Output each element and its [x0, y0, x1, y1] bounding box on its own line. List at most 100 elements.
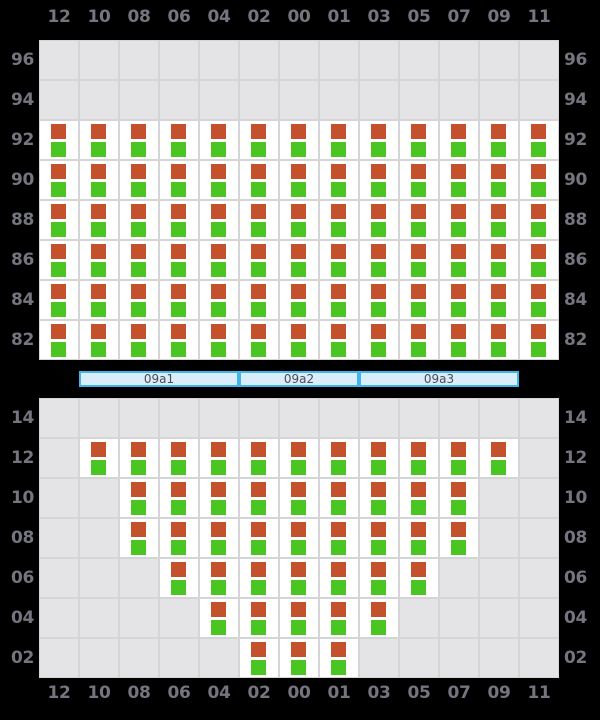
container-slot[interactable]: [240, 519, 278, 557]
container-slot[interactable]: [280, 321, 318, 359]
container-slot[interactable]: [320, 161, 358, 199]
container-slot[interactable]: [280, 241, 318, 279]
container-slot[interactable]: [400, 281, 438, 319]
container-slot[interactable]: [280, 281, 318, 319]
container-slot[interactable]: [400, 439, 438, 477]
container-slot[interactable]: [520, 241, 558, 279]
container-slot[interactable]: [160, 281, 198, 319]
container-slot[interactable]: [440, 519, 478, 557]
container-slot[interactable]: [400, 241, 438, 279]
container-slot[interactable]: [120, 281, 158, 319]
container-slot[interactable]: [40, 161, 78, 199]
container-slot[interactable]: [320, 479, 358, 517]
container-slot[interactable]: [80, 121, 118, 159]
container-slot[interactable]: [320, 519, 358, 557]
container-slot[interactable]: [200, 439, 238, 477]
container-slot[interactable]: [120, 161, 158, 199]
container-slot[interactable]: [440, 479, 478, 517]
container-slot[interactable]: [120, 121, 158, 159]
container-slot[interactable]: [200, 321, 238, 359]
container-slot[interactable]: [360, 321, 398, 359]
container-slot[interactable]: [200, 241, 238, 279]
container-slot[interactable]: [360, 201, 398, 239]
container-slot[interactable]: [40, 201, 78, 239]
container-slot[interactable]: [40, 321, 78, 359]
container-slot[interactable]: [200, 161, 238, 199]
container-slot[interactable]: [240, 479, 278, 517]
container-slot[interactable]: [280, 599, 318, 637]
container-slot[interactable]: [400, 201, 438, 239]
container-slot[interactable]: [320, 201, 358, 239]
container-slot[interactable]: [120, 479, 158, 517]
container-slot[interactable]: [120, 241, 158, 279]
container-slot[interactable]: [320, 321, 358, 359]
container-slot[interactable]: [400, 479, 438, 517]
container-slot[interactable]: [40, 241, 78, 279]
container-slot[interactable]: [400, 321, 438, 359]
container-slot[interactable]: [320, 241, 358, 279]
container-slot[interactable]: [240, 559, 278, 597]
container-slot[interactable]: [360, 479, 398, 517]
container-slot[interactable]: [320, 639, 358, 677]
container-slot[interactable]: [120, 321, 158, 359]
container-slot[interactable]: [440, 121, 478, 159]
container-slot[interactable]: [360, 161, 398, 199]
container-slot[interactable]: [320, 281, 358, 319]
container-slot[interactable]: [160, 121, 198, 159]
container-slot[interactable]: [80, 201, 118, 239]
container-slot[interactable]: [280, 559, 318, 597]
container-slot[interactable]: [200, 479, 238, 517]
container-slot[interactable]: [480, 121, 518, 159]
container-slot[interactable]: [80, 321, 118, 359]
container-slot[interactable]: [320, 599, 358, 637]
container-slot[interactable]: [240, 321, 278, 359]
container-slot[interactable]: [440, 161, 478, 199]
container-slot[interactable]: [480, 439, 518, 477]
container-slot[interactable]: [440, 439, 478, 477]
container-slot[interactable]: [400, 519, 438, 557]
container-slot[interactable]: [120, 201, 158, 239]
container-slot[interactable]: [440, 241, 478, 279]
container-slot[interactable]: [520, 161, 558, 199]
container-slot[interactable]: [240, 241, 278, 279]
container-slot[interactable]: [240, 599, 278, 637]
container-slot[interactable]: [240, 161, 278, 199]
container-slot[interactable]: [160, 519, 198, 557]
container-slot[interactable]: [240, 201, 278, 239]
container-slot[interactable]: [280, 121, 318, 159]
container-slot[interactable]: [360, 281, 398, 319]
container-slot[interactable]: [80, 161, 118, 199]
container-slot[interactable]: [120, 519, 158, 557]
container-slot[interactable]: [360, 241, 398, 279]
container-slot[interactable]: [400, 559, 438, 597]
container-slot[interactable]: [240, 439, 278, 477]
container-slot[interactable]: [280, 439, 318, 477]
container-slot[interactable]: [360, 439, 398, 477]
container-slot[interactable]: [280, 639, 318, 677]
hatch-cover[interactable]: 09a3: [359, 371, 519, 387]
container-slot[interactable]: [40, 121, 78, 159]
container-slot[interactable]: [200, 281, 238, 319]
container-slot[interactable]: [480, 321, 518, 359]
container-slot[interactable]: [520, 321, 558, 359]
container-slot[interactable]: [400, 161, 438, 199]
container-slot[interactable]: [360, 559, 398, 597]
container-slot[interactable]: [280, 519, 318, 557]
container-slot[interactable]: [80, 241, 118, 279]
container-slot[interactable]: [120, 439, 158, 477]
container-slot[interactable]: [320, 121, 358, 159]
container-slot[interactable]: [160, 439, 198, 477]
container-slot[interactable]: [80, 439, 118, 477]
container-slot[interactable]: [160, 321, 198, 359]
container-slot[interactable]: [360, 599, 398, 637]
hatch-cover[interactable]: 09a1: [79, 371, 239, 387]
container-slot[interactable]: [400, 121, 438, 159]
container-slot[interactable]: [480, 201, 518, 239]
container-slot[interactable]: [240, 281, 278, 319]
container-slot[interactable]: [200, 559, 238, 597]
container-slot[interactable]: [160, 161, 198, 199]
container-slot[interactable]: [160, 479, 198, 517]
container-slot[interactable]: [440, 281, 478, 319]
container-slot[interactable]: [280, 161, 318, 199]
container-slot[interactable]: [520, 121, 558, 159]
